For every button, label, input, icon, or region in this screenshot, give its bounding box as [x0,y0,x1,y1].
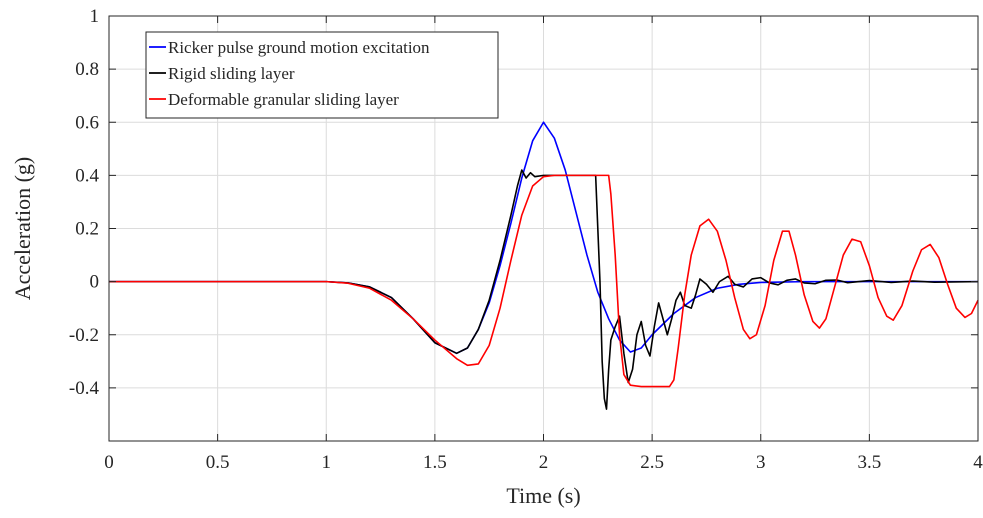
x-tick-label: 4 [973,452,983,473]
y-tick-label: 0.4 [75,165,99,186]
y-tick-label: 0.8 [75,59,99,80]
y-tick-label: 1 [90,6,100,27]
x-tick-label: 3 [756,452,766,473]
y-tick-label: 0 [90,272,100,293]
x-tick-label: 1.5 [423,452,447,473]
x-axis-label: Time (s) [506,483,580,508]
y-tick-label: 0.2 [75,219,99,240]
y-axis-label: Acceleration (g) [10,157,35,301]
x-tick-label: 2.5 [640,452,664,473]
x-tick-label: 3.5 [858,452,882,473]
series-line-2 [109,174,979,388]
x-tick-label: 0 [104,452,114,473]
x-tick-label: 1 [322,452,332,473]
y-tick-label: -0.2 [69,325,99,346]
x-tick-label: 0.5 [206,452,230,473]
legend-label: Rigid sliding layer [168,64,295,83]
legend: Ricker pulse ground motion excitation Rig… [145,31,499,119]
series-lines [109,121,979,410]
x-tick-label: 2 [539,452,549,473]
legend-label: Deformable granular sliding layer [168,90,399,109]
y-tick-label: 0.6 [75,112,99,133]
legend-label: Ricker pulse ground motion excitation [168,38,430,57]
legend-box [145,31,499,119]
series-line-1 [109,169,979,410]
axis-ticks: 0 0.5 1 1.5 2 2.5 3 3.5 4 -0.4 -0.2 0 0.2 0.4 0.6 0.8 1 [69,6,983,473]
y-tick-label: -0.4 [69,378,100,399]
